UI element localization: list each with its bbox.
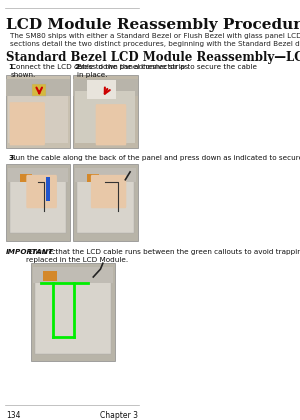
Text: 2.: 2. [74, 64, 82, 70]
Bar [20, 174, 32, 182]
FancyBboxPatch shape [10, 102, 45, 145]
Bar [8, 168, 68, 182]
Bar [31, 263, 115, 362]
Text: Standard Bezel LCD Module Reassembly—LCD Panel: Standard Bezel LCD Module Reassembly—LCD… [6, 51, 300, 64]
Bar [35, 277, 111, 354]
Bar [87, 79, 116, 99]
Bar [75, 91, 135, 143]
FancyBboxPatch shape [91, 175, 126, 208]
Text: 134: 134 [6, 411, 20, 420]
Text: 3.: 3. [8, 155, 16, 161]
Text: Connect the LCD cable to the panel connector as
shown.: Connect the LCD cable to the panel conne… [11, 64, 188, 78]
Bar [33, 267, 113, 283]
Bar [73, 79, 138, 96]
Text: LCD Module Reassembly Procedure: LCD Module Reassembly Procedure [6, 18, 300, 32]
Bar [46, 177, 50, 201]
Text: IMPORTANT:: IMPORTANT: [6, 249, 56, 255]
Text: The SM80 ships with either a Standard Bezel or Flush Bezel with glass panel LCD : The SM80 ships with either a Standard Be… [10, 34, 300, 47]
FancyBboxPatch shape [26, 175, 57, 208]
Bar [10, 176, 67, 233]
Bar [87, 174, 99, 182]
Bar [6, 75, 70, 148]
Bar [6, 79, 70, 96]
Bar [43, 271, 57, 281]
Bar [73, 164, 138, 241]
Text: Press down the adhesive strip to secure the cable
in place.: Press down the adhesive strip to secure … [77, 64, 257, 78]
Bar [73, 75, 138, 148]
FancyBboxPatch shape [96, 104, 126, 145]
Bar [8, 79, 68, 143]
Bar [76, 176, 134, 233]
Bar [6, 164, 70, 241]
Text: Chapter 3: Chapter 3 [100, 411, 138, 420]
Text: Run the cable along the back of the panel and press down as indicated to secure : Run the cable along the back of the pane… [11, 155, 300, 161]
Text: 1.: 1. [8, 64, 16, 70]
Text: Ensure that the LCD cable runs between the green callouts to avoid trapping when: Ensure that the LCD cable runs between t… [26, 249, 300, 262]
Bar [75, 168, 136, 182]
Bar [32, 84, 46, 96]
